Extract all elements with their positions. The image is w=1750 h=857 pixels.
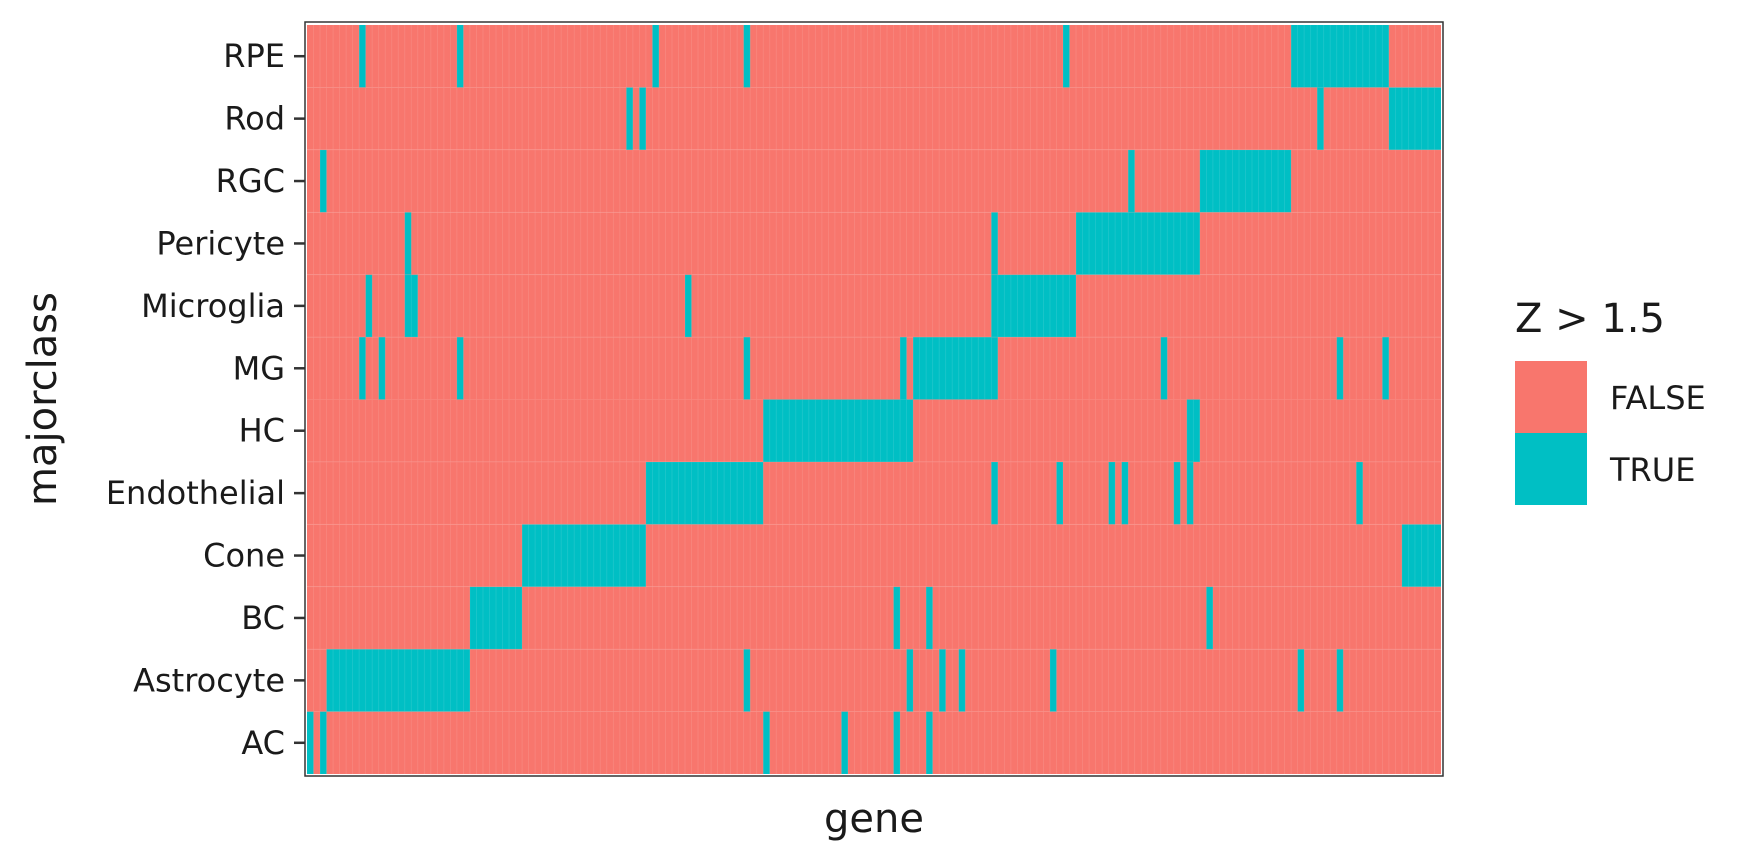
y-tick-label-hc: HC <box>239 412 285 450</box>
heatmap-cell-true-rpe-5 <box>1291 25 1389 88</box>
y-tick-label-bc: BC <box>241 599 285 637</box>
heatmap-cell-true-astrocyte-0 <box>326 649 470 712</box>
y-axis: AC Astrocyte BC Cone Endothelial HC MG Microgli… <box>106 37 305 762</box>
heatmap-cell-true-hc-0 <box>763 399 914 462</box>
heatmap-row-bg-cone <box>307 524 1441 587</box>
heatmap-cell-true-rgc-2 <box>1199 149 1292 213</box>
heatmap-cell-true-endothelial-1 <box>991 461 998 525</box>
y-tick-label-astrocyte: Astrocyte <box>133 661 285 699</box>
heatmap-cell-true-rpe-4 <box>1063 25 1070 88</box>
heatmap-cell-true-ac-4 <box>893 711 901 774</box>
heatmap-cell-true-astrocyte-2 <box>906 649 914 712</box>
tile-gridlines-path <box>307 25 1441 774</box>
heatmap-row-bg-pericyte <box>307 212 1441 275</box>
heatmap-cell-true-rpe-3 <box>743 25 751 88</box>
heatmap-cell-true-endothelial-0 <box>645 461 764 525</box>
heatmap-cell-true-mg-2 <box>456 337 464 400</box>
heatmap-row-bg-rpe <box>307 25 1441 88</box>
heatmap-cell-true-endothelial-7 <box>1356 461 1363 525</box>
heatmap-cell-true-rod-2 <box>1317 87 1324 150</box>
heatmap-cell-true-mg-6 <box>1160 337 1168 400</box>
heatmap-cell-true-astrocyte-1 <box>743 649 751 712</box>
legend-title: Z > 1.5 <box>1515 296 1665 342</box>
heatmap-cell-true-ac-3 <box>841 711 848 774</box>
heatmap-cell-true-bc-1 <box>893 586 901 650</box>
heatmap-cell-true-mg-7 <box>1336 337 1344 400</box>
heatmap-cell-true-astrocyte-5 <box>1049 649 1057 712</box>
heatmap-row-bg-astrocyte <box>307 649 1441 712</box>
y-tick-label-rpe: RPE <box>223 37 285 75</box>
heatmap-cell-true-microglia-0 <box>365 274 373 338</box>
heatmap-cell-true-pericyte-1 <box>991 212 998 275</box>
heatmap-cell-true-rpe-1 <box>456 25 464 88</box>
heatmap-cell-true-endothelial-2 <box>1056 461 1063 525</box>
x-axis-title: gene <box>824 796 924 842</box>
heatmap-cell-true-astrocyte-6 <box>1297 649 1305 712</box>
heatmap-cell-true-pericyte-2 <box>1076 212 1200 275</box>
heatmap-row-bg-microglia <box>307 274 1441 338</box>
heatmap-cell-true-rod-0 <box>626 87 633 150</box>
heatmap-cell-true-microglia-3 <box>991 274 1077 338</box>
heatmap-cell-true-rod-3 <box>1388 87 1441 150</box>
heatmap-cell-true-astrocyte-7 <box>1336 649 1344 712</box>
heatmap-cell-true-ac-0 <box>307 711 314 774</box>
y-tick-label-ac: AC <box>241 724 285 762</box>
heatmap-row-bg-mg <box>307 337 1441 400</box>
y-axis-title: majorclass <box>20 292 66 506</box>
heatmap-cell-true-rod-1 <box>639 87 646 150</box>
heatmap-cell-true-cone-0 <box>522 524 646 587</box>
heatmap-cell-true-mg-5 <box>913 337 998 400</box>
heatmap-cell-true-rgc-0 <box>320 149 327 213</box>
heatmap-cell-true-cone-1 <box>1401 524 1441 587</box>
heatmap-cell-true-mg-8 <box>1382 337 1389 400</box>
legend-label-true: TRUE <box>1609 451 1695 489</box>
heatmap-cell-true-mg-0 <box>359 337 366 400</box>
heatmap-cell-true-astrocyte-4 <box>958 649 966 712</box>
heatmap-cell-true-rpe-2 <box>652 25 659 88</box>
y-tick-label-pericyte: Pericyte <box>156 224 285 262</box>
y-tick-label-cone: Cone <box>203 537 285 575</box>
heatmap-cells <box>307 25 1441 774</box>
heatmap-cell-true-endothelial-5 <box>1173 461 1181 525</box>
y-tick-label-endothelial: Endothelial <box>106 474 285 512</box>
heatmap-cell-true-microglia-2 <box>685 274 692 338</box>
heatmap-row-bg-ac <box>307 711 1441 774</box>
legend-key-false <box>1515 361 1587 433</box>
heatmap-row-bg-rod <box>307 87 1441 150</box>
heatmap-cell-true-ac-2 <box>763 711 770 774</box>
y-tick-label-rod: Rod <box>224 100 285 138</box>
heatmap-cell-true-ac-1 <box>320 711 327 774</box>
heatmap-cell-true-bc-2 <box>926 586 933 650</box>
heatmap-cell-true-mg-1 <box>378 337 386 400</box>
y-tick-label-rgc: RGC <box>216 162 285 200</box>
heatmap-cell-true-astrocyte-3 <box>939 649 946 712</box>
heatmap-cell-true-ac-5 <box>926 711 933 774</box>
tile-gridlines <box>307 25 1441 774</box>
y-tick-label-mg: MG <box>233 349 285 387</box>
heatmap-cell-true-hc-1 <box>1186 399 1200 462</box>
legend: Z > 1.5 FALSE TRUE <box>1515 296 1706 505</box>
heatmap-cell-true-bc-3 <box>1206 586 1213 650</box>
heatmap-cell-true-mg-4 <box>900 337 907 400</box>
heatmap-cell-true-microglia-1 <box>404 274 418 338</box>
legend-label-false: FALSE <box>1610 379 1706 417</box>
heatmap-cell-true-endothelial-6 <box>1186 461 1194 525</box>
heatmap-row-bg-endothelial <box>307 461 1441 525</box>
legend-key-true <box>1515 433 1587 505</box>
heatmap-cell-true-endothelial-3 <box>1108 461 1116 525</box>
heatmap-cell-true-rpe-0 <box>359 25 366 88</box>
heatmap-cell-true-bc-0 <box>469 586 523 650</box>
heatmap-cell-true-mg-3 <box>743 337 751 400</box>
y-tick-label-microglia: Microglia <box>141 287 285 325</box>
panel-border <box>304 21 1444 777</box>
heatmap-cell-true-rgc-1 <box>1128 149 1135 213</box>
heatmap-cell-true-endothelial-4 <box>1121 461 1129 525</box>
heatmap-cell-true-pericyte-0 <box>404 212 412 275</box>
